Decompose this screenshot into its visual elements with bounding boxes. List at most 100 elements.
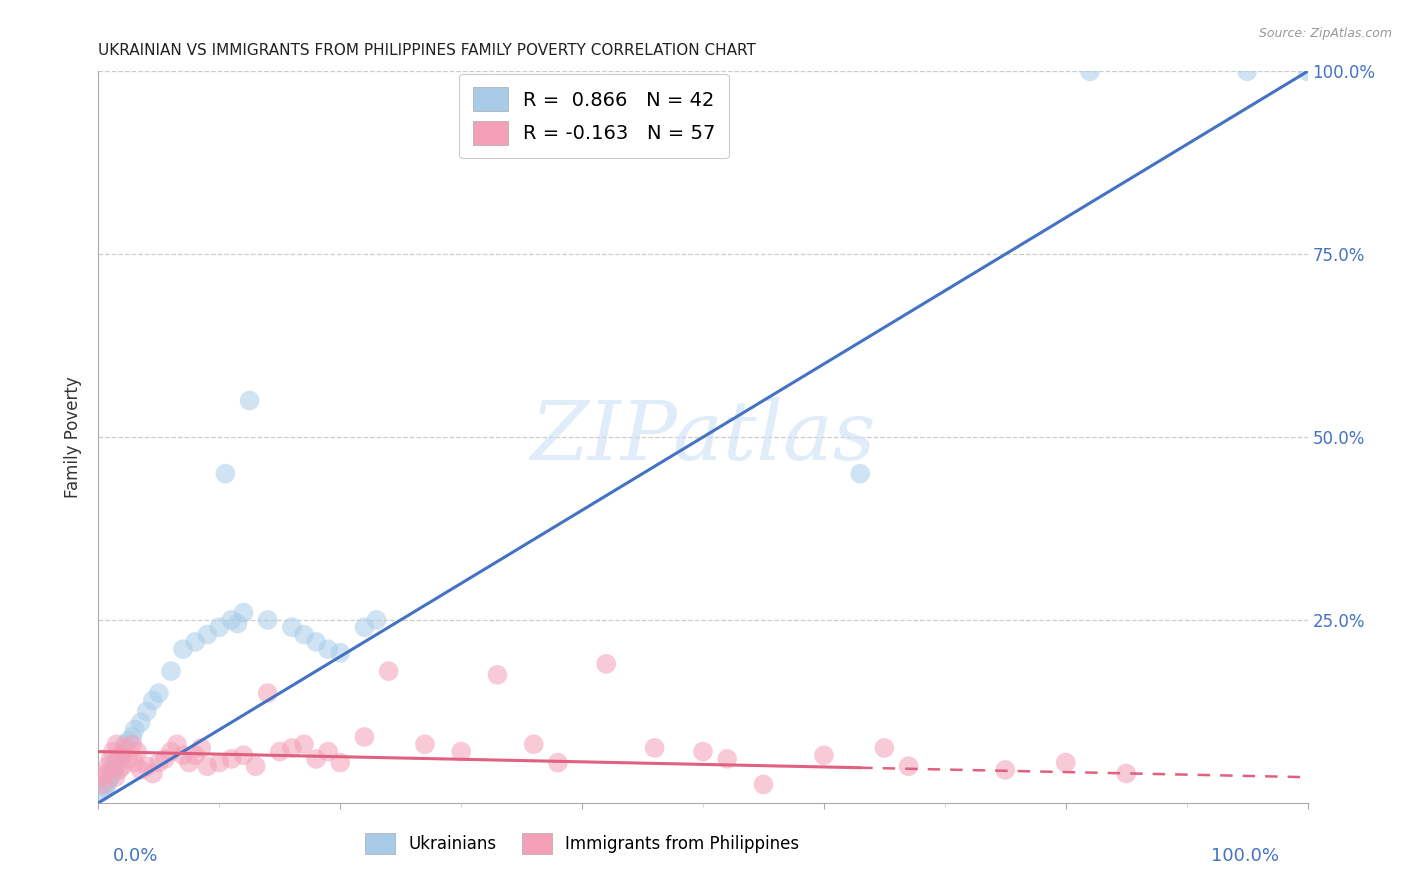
Point: [97, 759, 120, 773]
Point: [316, 642, 339, 657]
Point: [450, 745, 472, 759]
Point: [195, 627, 218, 641]
Point: [160, 664, 183, 678]
Point: [179, 756, 201, 770]
Point: [292, 627, 315, 641]
Point: [108, 748, 131, 763]
Point: [329, 756, 352, 770]
Point: [118, 752, 141, 766]
Point: [377, 664, 399, 678]
Point: [148, 756, 170, 770]
Point: [129, 763, 152, 777]
Point: [104, 770, 127, 784]
Point: [101, 759, 124, 773]
Point: [121, 730, 143, 744]
Point: [232, 606, 254, 620]
Point: [239, 393, 262, 408]
Point: [221, 752, 243, 766]
Point: [256, 686, 278, 700]
Point: [142, 766, 165, 780]
Point: [644, 740, 666, 755]
Point: [1296, 64, 1319, 78]
Point: [752, 778, 775, 792]
Point: [897, 759, 920, 773]
Point: [208, 756, 231, 770]
Point: [366, 613, 388, 627]
Point: [108, 763, 131, 777]
Point: [111, 745, 134, 759]
Point: [1078, 64, 1101, 78]
Point: [316, 745, 339, 759]
Point: [148, 686, 170, 700]
Point: [111, 759, 134, 773]
Point: [101, 745, 124, 759]
Point: [256, 613, 278, 627]
Point: [90, 770, 112, 784]
Point: [692, 745, 714, 759]
Point: [135, 759, 157, 773]
Point: [281, 740, 304, 755]
Point: [105, 737, 128, 751]
Point: [595, 657, 617, 671]
Point: [486, 667, 509, 681]
Point: [96, 778, 118, 792]
Point: [100, 752, 122, 766]
Point: [135, 705, 157, 719]
Text: Source: ZipAtlas.com: Source: ZipAtlas.com: [1258, 27, 1392, 40]
Point: [994, 763, 1017, 777]
Point: [91, 785, 114, 799]
Point: [547, 756, 569, 770]
Point: [716, 752, 738, 766]
Point: [849, 467, 872, 481]
Point: [813, 748, 835, 763]
Point: [292, 737, 315, 751]
Point: [1115, 766, 1137, 780]
Text: 100.0%: 100.0%: [1212, 847, 1279, 865]
Point: [413, 737, 436, 751]
Point: [105, 756, 128, 770]
Point: [114, 737, 136, 751]
Point: [110, 748, 132, 763]
Point: [190, 740, 212, 755]
Point: [121, 737, 143, 751]
Point: [124, 723, 146, 737]
Point: [93, 781, 115, 796]
Point: [100, 770, 122, 784]
Point: [232, 748, 254, 763]
Point: [281, 620, 304, 634]
Point: [114, 740, 136, 755]
Point: [1236, 64, 1258, 78]
Point: [195, 759, 218, 773]
Legend: Ukrainians, Immigrants from Philippines: Ukrainians, Immigrants from Philippines: [359, 827, 806, 860]
Point: [160, 745, 183, 759]
Point: [353, 730, 375, 744]
Point: [226, 616, 249, 631]
Point: [103, 763, 125, 777]
Point: [129, 715, 152, 730]
Point: [184, 635, 207, 649]
Point: [153, 752, 176, 766]
Point: [107, 752, 129, 766]
Point: [305, 635, 328, 649]
Point: [221, 613, 243, 627]
Point: [245, 759, 267, 773]
Point: [166, 737, 188, 751]
Point: [208, 620, 231, 634]
Point: [172, 642, 194, 657]
Text: 0.0%: 0.0%: [112, 847, 157, 865]
Point: [118, 733, 141, 747]
Text: UKRAINIAN VS IMMIGRANTS FROM PHILIPPINES FAMILY POVERTY CORRELATION CHART: UKRAINIAN VS IMMIGRANTS FROM PHILIPPINES…: [98, 43, 756, 58]
Point: [353, 620, 375, 634]
Point: [94, 766, 117, 780]
Point: [184, 748, 207, 763]
Point: [172, 748, 194, 763]
Point: [142, 693, 165, 707]
Point: [214, 467, 236, 481]
Point: [305, 752, 328, 766]
Point: [269, 745, 291, 759]
Point: [329, 646, 352, 660]
Text: ZIPatlas: ZIPatlas: [530, 397, 876, 477]
Point: [124, 756, 146, 770]
Y-axis label: Family Poverty: Family Poverty: [65, 376, 83, 498]
Point: [523, 737, 546, 751]
